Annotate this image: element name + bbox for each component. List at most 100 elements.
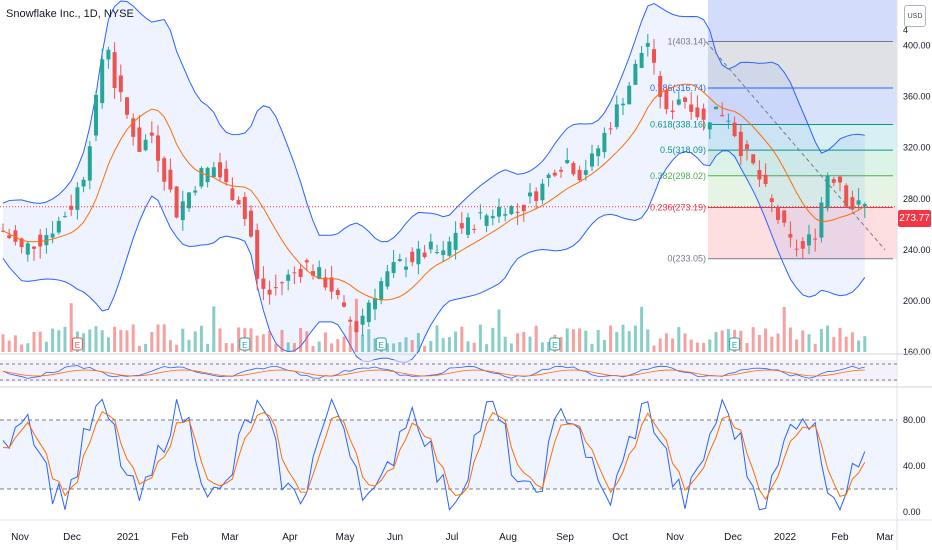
candle-body: [571, 163, 576, 175]
bollinger-fill: [3, 0, 865, 363]
candle-body: [416, 248, 421, 265]
volume-bar: [807, 334, 811, 352]
volume-bar: [280, 329, 284, 352]
volume-bar: [113, 326, 117, 352]
candle-body: [670, 110, 675, 113]
candle-body: [453, 232, 458, 250]
candle-body: [664, 90, 669, 110]
volume-bar: [88, 329, 92, 352]
stoch-y-tick: 0.00: [903, 507, 921, 517]
stoch-y-tick: 40.00: [903, 461, 926, 471]
volume-bar: [547, 341, 551, 352]
stoch-d-line: [2, 411, 866, 501]
candle-body: [497, 206, 501, 217]
volume-bar: [305, 331, 309, 352]
x-tick-label: Dec: [724, 532, 742, 543]
volume-bar: [466, 341, 470, 352]
y-tick-label: 200.00: [903, 296, 931, 306]
candle-body: [645, 42, 650, 47]
volume-bar: [578, 328, 582, 352]
volume-bar: [708, 339, 712, 352]
candle-body: [701, 108, 706, 120]
volume-bar: [460, 326, 464, 352]
candle-body: [391, 262, 396, 274]
currency-badge[interactable]: USD: [904, 5, 926, 27]
volume-bar: [26, 343, 30, 352]
volume-bar: [826, 325, 830, 352]
fib-label-0: 1(403.14): [667, 37, 706, 47]
candle-body: [428, 241, 433, 250]
candle-body: [87, 146, 92, 181]
candle-body: [162, 158, 167, 182]
volume-bar: [385, 343, 389, 352]
candle-body: [528, 192, 532, 197]
volume-bar: [330, 343, 334, 352]
candle-body: [410, 251, 415, 263]
volume-bar: [689, 339, 693, 352]
bollinger-lower: [2, 150, 866, 363]
candle-body: [360, 315, 365, 325]
x-tick-label: Apr: [282, 532, 298, 543]
x-tick-label: May: [336, 532, 355, 543]
candle-body: [149, 132, 154, 136]
y-tick-label: 240.00: [903, 245, 931, 255]
volume-bar: [94, 326, 98, 352]
volume-bar: [311, 345, 315, 352]
candle-body: [255, 229, 260, 279]
volume-bar: [497, 309, 501, 352]
x-tick-label: Jun: [387, 532, 403, 543]
candle-body: [546, 174, 551, 178]
candle-body: [565, 159, 570, 164]
volume-bar: [764, 328, 768, 352]
candle-body: [757, 169, 762, 180]
candle-body: [689, 104, 694, 112]
volume-bar: [788, 327, 792, 352]
volume-bar: [857, 340, 861, 352]
fib-zone-top: [708, 0, 897, 42]
candle-body: [218, 162, 222, 178]
candle-body: [249, 210, 253, 237]
trend-line: [705, 41, 886, 251]
volume-bar: [156, 324, 160, 352]
volume-bar: [429, 340, 433, 352]
volume-bar: [658, 338, 662, 352]
candle-body: [621, 103, 625, 106]
candle-body: [862, 204, 867, 207]
candle-body: [106, 49, 111, 60]
x-tick-label: Nov: [11, 532, 29, 543]
candle-body: [583, 170, 588, 175]
volume-bar: [844, 336, 848, 352]
volume-bar: [776, 333, 780, 352]
candle-body: [199, 168, 204, 187]
candle-body: [769, 198, 774, 203]
volume-bar: [416, 332, 420, 352]
candle-body: [354, 321, 359, 333]
candle-body: [490, 216, 495, 219]
candle-body: [242, 196, 247, 220]
candle-body: [385, 271, 390, 287]
mini-osc-band: [0, 360, 897, 382]
volume-bar: [206, 343, 210, 352]
fib-label-2: 0.618(338.16): [650, 120, 706, 130]
y-tick-label: 160.00: [903, 347, 931, 357]
candle-body: [633, 63, 638, 85]
candle-body: [627, 85, 632, 105]
candle-body: [32, 246, 36, 249]
candle-body: [459, 223, 464, 229]
fib-label-6: 0(233.05): [667, 254, 706, 264]
volume-bar: [268, 331, 272, 352]
volume-bar: [478, 324, 482, 352]
volume-bar: [144, 343, 148, 352]
volume-bar: [726, 329, 730, 352]
candle-body: [193, 190, 198, 193]
volume-bar: [646, 329, 650, 352]
volume-bar: [230, 343, 234, 352]
volume-bar: [342, 336, 346, 352]
candle-body: [100, 59, 105, 104]
y-tick-label: 400.00: [903, 41, 931, 51]
candle-body: [683, 97, 687, 102]
volume-bar: [292, 343, 296, 352]
candle-body: [707, 122, 712, 130]
fib-label-3: 0.5(318.09): [660, 145, 706, 155]
